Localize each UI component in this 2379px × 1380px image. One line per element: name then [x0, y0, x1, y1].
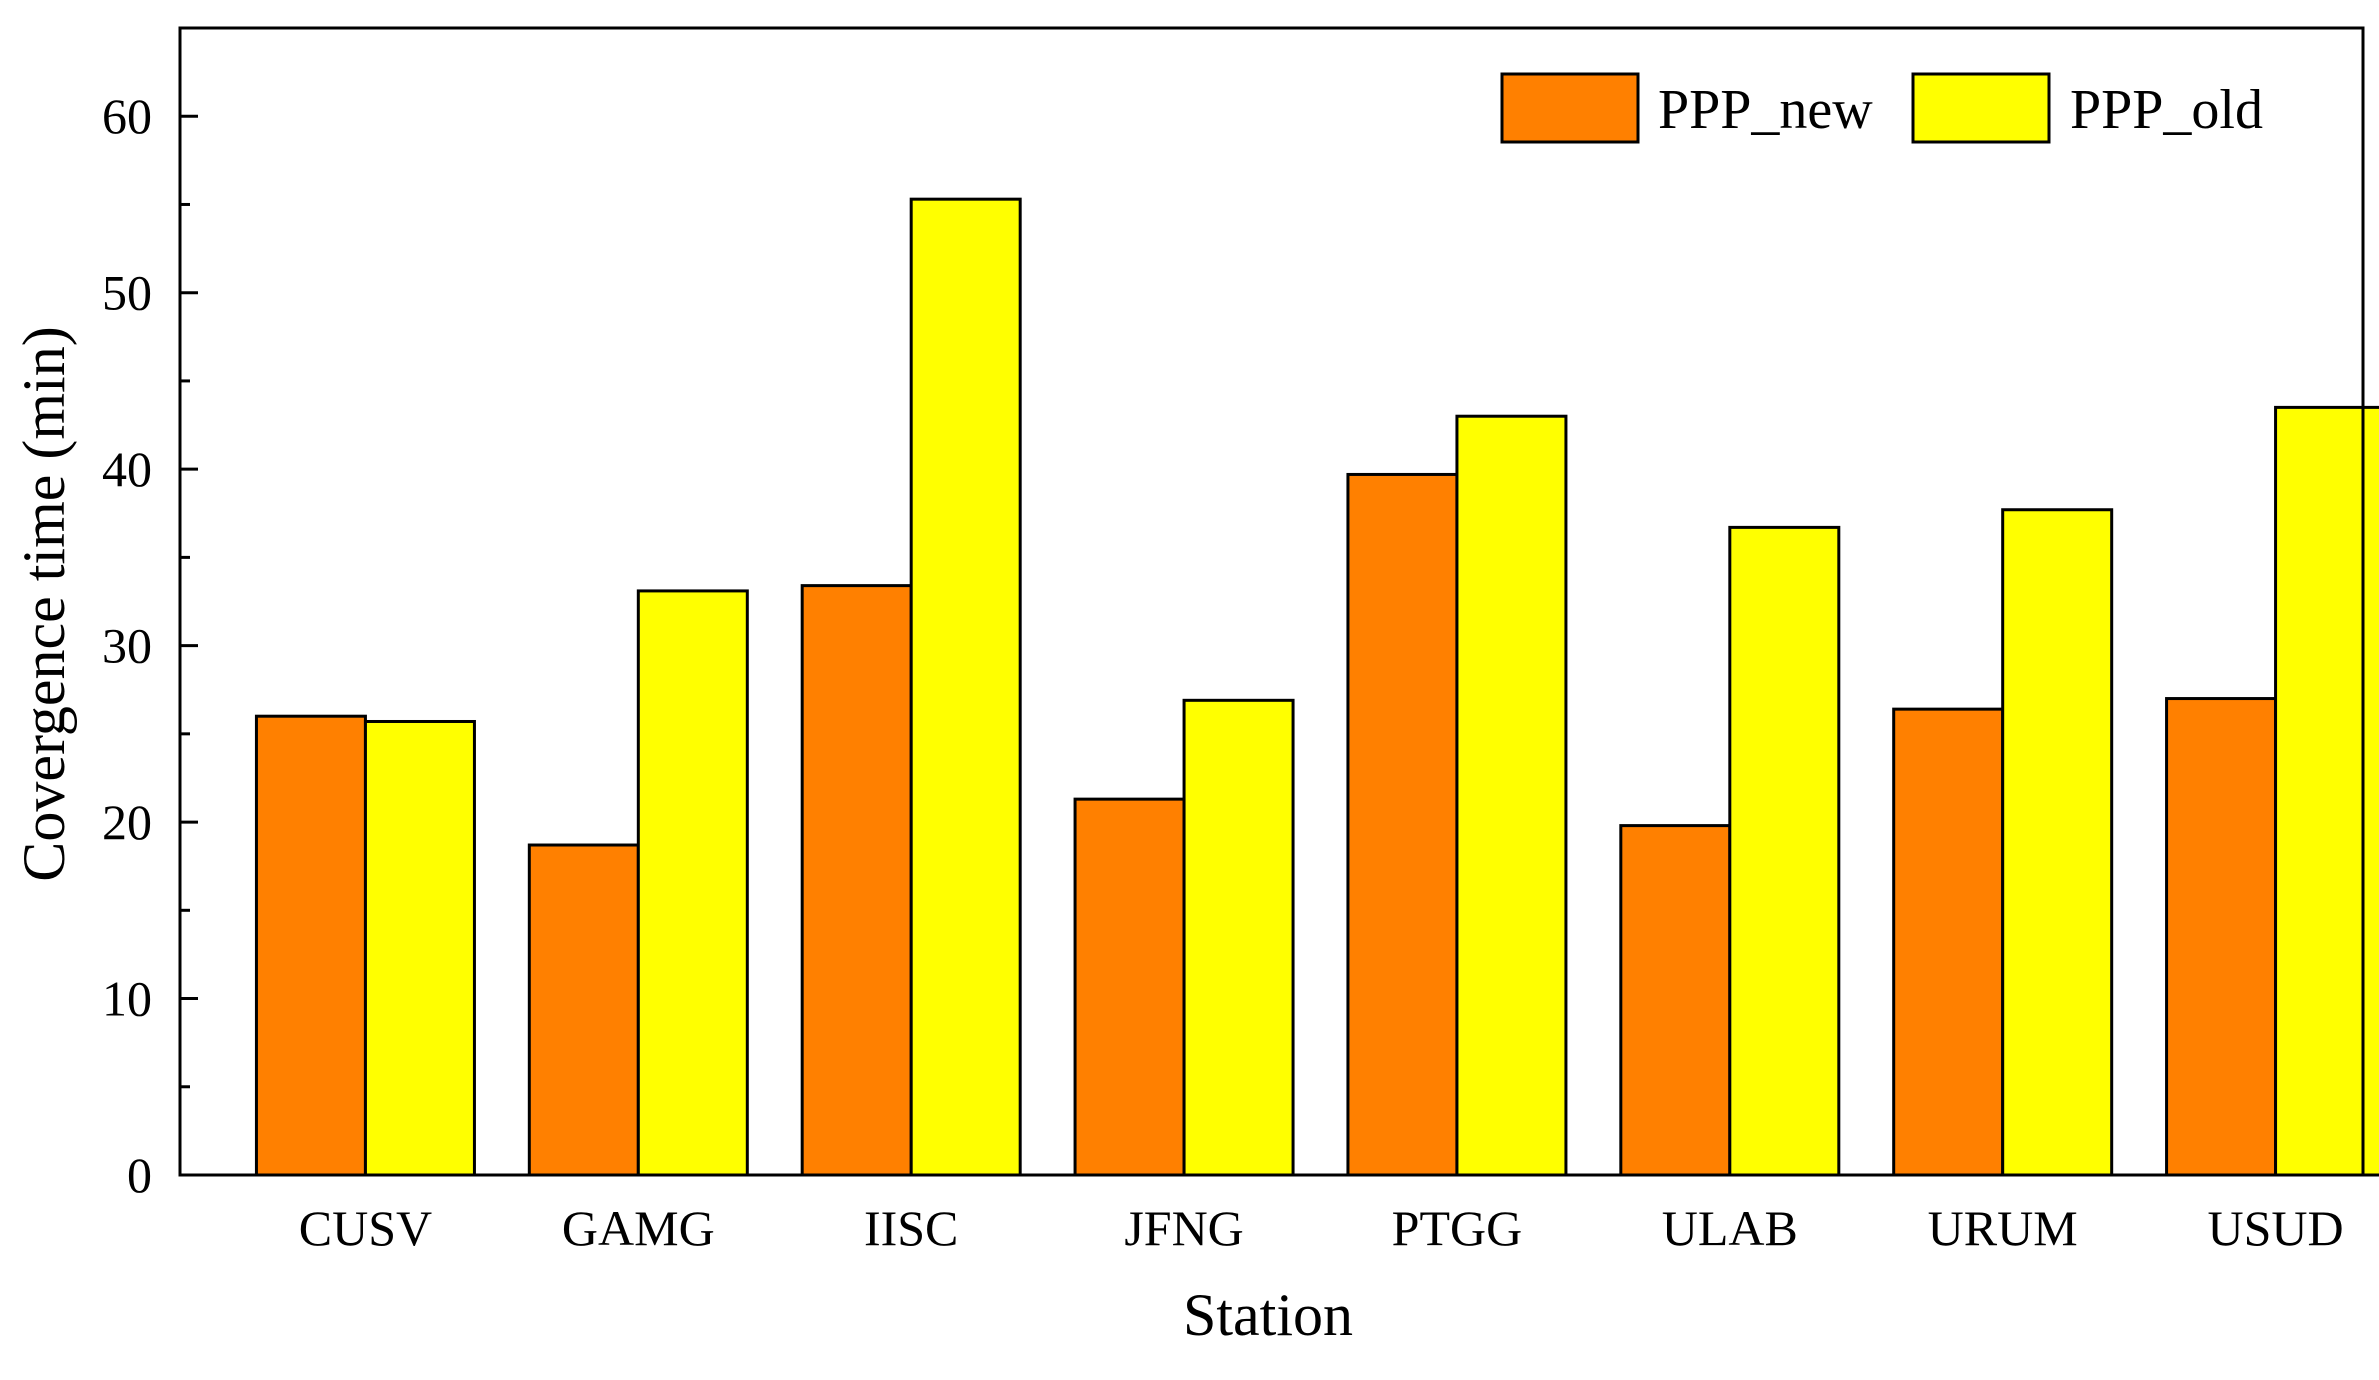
plot-frame: [178, 26, 2365, 1177]
bar-ppp-old-jfng: [1182, 698, 1295, 1177]
x-tick-label: CUSV: [299, 1200, 432, 1256]
y-tick-label: 60: [102, 88, 152, 144]
bar-ppp-old-gamg: [636, 589, 749, 1177]
bar-ppp-new-jfng: [1073, 797, 1186, 1177]
x-tick-label: ULAB: [1662, 1200, 1798, 1256]
x-tick-label: JFNG: [1124, 1200, 1243, 1256]
legend-label-ppp-old: PPP_old: [2070, 79, 2263, 141]
y-tick-label: 40: [102, 441, 152, 497]
bar-ppp-new-iisc: [800, 584, 913, 1177]
legend-label-ppp-new: PPP_new: [1658, 79, 1873, 141]
x-tick-label: IISC: [864, 1200, 958, 1256]
legend-swatch-ppp-old: [1911, 72, 2051, 144]
legend: PPP_new PPP_old: [1500, 72, 2263, 144]
legend-swatch-ppp-new: [1500, 72, 1640, 144]
y-tick-label: 50: [102, 265, 152, 321]
bar-ppp-old-urum: [2001, 508, 2114, 1177]
bar-ppp-new-ulab: [1619, 824, 1732, 1177]
bar-ppp-old-iisc: [909, 197, 1022, 1177]
x-tick-label: USUD: [2207, 1200, 2343, 1256]
bar-ppp-new-ptgg: [1346, 472, 1459, 1177]
y-tick-label: 20: [102, 794, 152, 850]
bar-ppp-old-ulab: [1728, 525, 1841, 1177]
bar-ppp-old-ptgg: [1455, 414, 1568, 1177]
y-tick-label: 0: [127, 1147, 152, 1203]
bar-ppp-new-usud: [2165, 697, 2278, 1177]
y-axis-title: Covergence time (min): [11, 326, 77, 881]
bar-ppp-old-cusv: [363, 719, 476, 1177]
x-tick-label: PTGG: [1392, 1200, 1523, 1256]
y-tick-label: 30: [102, 618, 152, 674]
x-tick-label: URUM: [1928, 1200, 2078, 1256]
bars-layer: [254, 197, 2379, 1177]
x-tick-label: GAMG: [562, 1200, 715, 1256]
bar-ppp-new-gamg: [527, 843, 640, 1177]
bar-ppp-new-cusv: [254, 714, 367, 1177]
x-axis-title: Station: [1183, 1282, 1353, 1348]
axes-layer: CUSV GAMG IISC JFNG PTGG ULAB URUM USUD 0 10 20 30 4…: [102, 26, 2365, 1256]
y-tick-label: 10: [102, 971, 152, 1027]
bar-ppp-new-urum: [1892, 707, 2005, 1177]
